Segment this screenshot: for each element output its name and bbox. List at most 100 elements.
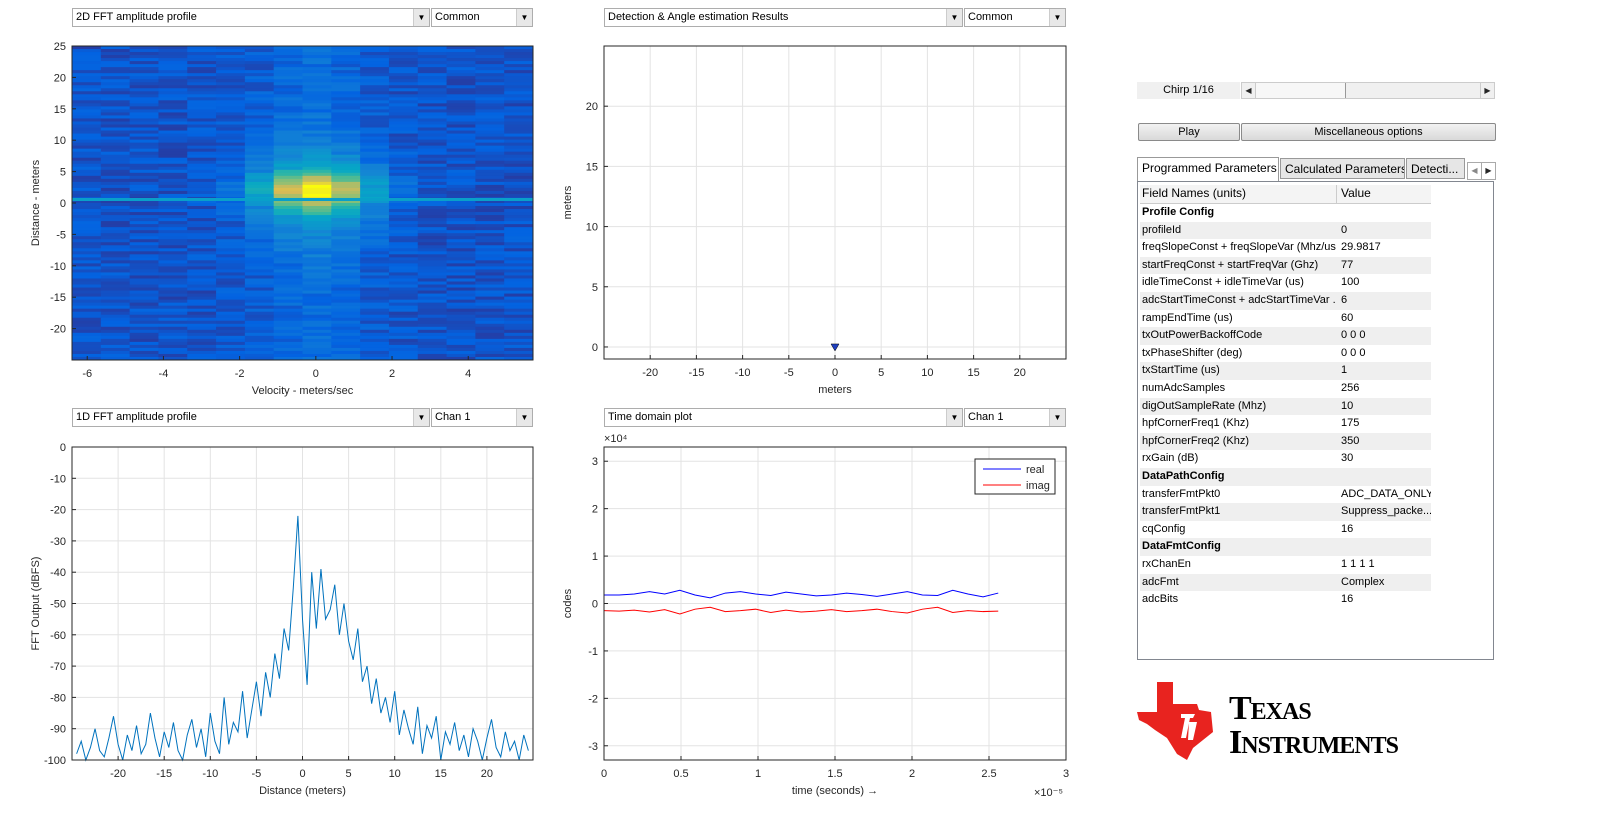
heatmap-cell <box>504 314 534 319</box>
heatmap-cell <box>446 136 476 141</box>
column-header-field[interactable]: Field Names (units) <box>1142 185 1337 203</box>
table-row[interactable]: cqConfig 16 <box>1140 521 1431 539</box>
heatmap-cell <box>302 209 332 213</box>
heatmap-cell <box>244 70 275 74</box>
heatmap-cell <box>388 254 419 258</box>
table-row[interactable]: txOutPowerBackoffCode 0 0 0 <box>1140 327 1431 345</box>
heatmap-cell <box>302 272 332 276</box>
heatmap-cell <box>187 73 217 77</box>
table-row[interactable]: freqSlopeConst + freqSlopeVar (Mhz/us) 29… <box>1140 239 1431 257</box>
plot4-option-select[interactable]: Chan 1 ▼ <box>964 408 1066 427</box>
heatmap-cell <box>504 305 534 310</box>
table-row[interactable]: rampEndTime (us) 60 <box>1140 310 1431 328</box>
table-row[interactable]: txPhaseShifter (deg) 0 0 0 <box>1140 345 1431 363</box>
heatmap-cell <box>417 154 448 159</box>
table-row[interactable]: digOutSampleRate (Mhz) 10 <box>1140 397 1431 416</box>
x-tick-label: 15 <box>967 367 979 379</box>
tab-detection[interactable]: Detecti... <box>1406 158 1465 179</box>
chevron-left-icon[interactable]: ◀ <box>1242 83 1256 98</box>
table-section-row[interactable]: Profile Config <box>1140 204 1431 222</box>
heatmap-cell <box>216 308 246 313</box>
plot1-select[interactable]: 2D FFT amplitude profile ▼ <box>72 8 430 27</box>
plot4-select[interactable]: Time domain plot ▼ <box>604 408 963 427</box>
heatmap-cell <box>360 317 390 322</box>
heatmap-cell <box>388 100 419 104</box>
heatmap-cell <box>417 85 448 89</box>
table-row[interactable]: adcStartTimeConst + adcStartTimeVar ... 6 <box>1140 292 1431 310</box>
heatmap-cell <box>273 61 303 65</box>
heatmap-cell <box>158 178 188 183</box>
heatmap-cell <box>273 58 303 62</box>
plot3-option-select[interactable]: Chan 1 ▼ <box>431 408 533 427</box>
heatmap-cell <box>302 190 332 195</box>
plot3-select[interactable]: 1D FFT amplitude profile ▼ <box>72 408 430 427</box>
table-row[interactable]: rxChanEn 1 1 1 1 <box>1140 556 1431 574</box>
table-row[interactable]: hpfCornerFreq1 (Khz) 175 <box>1140 415 1431 433</box>
heatmap-cell <box>388 121 419 125</box>
heatmap-cell <box>446 106 476 110</box>
table-row[interactable]: transferFmtPkt0 ADC_DATA_ONLY <box>1140 486 1431 504</box>
table-row[interactable]: transferFmtPkt1 Suppress_packe... <box>1140 503 1431 521</box>
heatmap-cell <box>302 55 332 59</box>
slider-thumb[interactable] <box>1256 83 1346 98</box>
table-row[interactable]: rxGain (dB) 30 <box>1140 450 1431 468</box>
chirp-slider[interactable]: ◀ ▶ <box>1241 82 1495 99</box>
heatmap-cell <box>360 124 390 129</box>
heatmap-cell <box>302 212 332 216</box>
table-section-row[interactable]: DataPathConfig <box>1140 468 1431 486</box>
heatmap-cell <box>100 139 131 144</box>
plot2-select[interactable]: Detection & Angle estimation Results ▼ <box>604 8 963 27</box>
heatmap-cell <box>244 172 275 177</box>
heatmap-cell <box>244 287 275 292</box>
plot2-option-select[interactable]: Common ▼ <box>964 8 1066 27</box>
table-row[interactable]: idleTimeConst + idleTimeVar (us) 100 <box>1140 274 1431 292</box>
heatmap-cell <box>504 145 534 150</box>
table-section-row[interactable]: DataFmtConfig <box>1140 538 1431 556</box>
heatmap-cell <box>417 52 448 56</box>
tab-scroll-right-icon[interactable]: ▶ <box>1481 162 1496 180</box>
heatmap-cell <box>475 335 505 340</box>
heatmap-cell <box>100 332 131 337</box>
heatmap-cell <box>72 151 102 156</box>
heatmap-cell <box>158 260 188 264</box>
heatmap-cell <box>187 275 217 279</box>
heatmap-cell <box>504 329 534 334</box>
heatmap-cell <box>360 88 390 92</box>
heatmap-cell <box>388 248 419 252</box>
table-row[interactable]: startFreqConst + startFreqVar (Ghz) 77 <box>1140 256 1431 275</box>
table-row[interactable]: adcFmt Complex <box>1140 573 1431 592</box>
play-button[interactable]: Play <box>1138 123 1240 141</box>
heatmap-cell <box>187 139 217 144</box>
heatmap-cell <box>475 94 505 98</box>
heatmap-cell <box>187 88 217 92</box>
heatmap-cell <box>244 136 275 141</box>
plot1-option-select[interactable]: Common ▼ <box>431 8 533 27</box>
heatmap-cell <box>244 184 275 189</box>
table-row[interactable]: adcBits 16 <box>1140 591 1431 609</box>
heatmap-cell <box>158 287 188 292</box>
heatmap-cell <box>331 184 361 189</box>
plot2-option-value: Common <box>968 11 1013 23</box>
misc-options-button[interactable]: Miscellaneous options <box>1241 123 1496 141</box>
table-row[interactable]: profileId 0 <box>1140 221 1431 240</box>
table-row[interactable]: hpfCornerFreq2 (Khz) 350 <box>1140 432 1431 451</box>
heatmap-cell <box>129 88 159 92</box>
tab-programmed-parameters[interactable]: Programmed Parameters <box>1137 157 1279 181</box>
table-row[interactable]: numAdcSamples 256 <box>1140 380 1431 398</box>
heatmap-cell <box>360 269 390 273</box>
heatmap-cell <box>475 233 505 237</box>
heatmap-cell <box>475 299 505 304</box>
heatmap-cell <box>302 154 332 159</box>
heatmap-cell <box>331 127 361 132</box>
tab-calculated-parameters[interactable]: Calculated Parameters <box>1280 158 1405 179</box>
heatmap-cell <box>446 257 476 261</box>
column-header-value[interactable]: Value <box>1341 186 1371 200</box>
heatmap-cell <box>388 221 419 225</box>
chevron-right-icon[interactable]: ▶ <box>1480 83 1494 98</box>
heatmap-cell <box>129 347 159 352</box>
heatmap-cell <box>446 326 476 331</box>
heatmap-cell <box>216 353 246 358</box>
tab-scroll-left-icon[interactable]: ◀ <box>1467 162 1482 180</box>
table-row[interactable]: txStartTime (us) 1 <box>1140 362 1431 380</box>
